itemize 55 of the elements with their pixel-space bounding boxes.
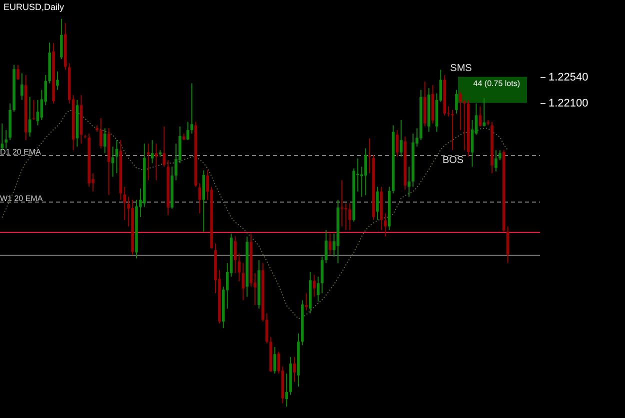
candlestick [344, 202, 348, 230]
candlestick [304, 292, 308, 311]
candlestick [285, 373, 288, 408]
candlestick [162, 126, 166, 168]
candlestick [368, 138, 371, 174]
candlestick [470, 120, 474, 168]
candlestick [273, 346, 276, 374]
candlestick [20, 72, 24, 100]
y-tick-label: 1.22540 [548, 71, 588, 84]
chart-title: EURUSD,Daily [4, 2, 65, 12]
candlestick [455, 89, 458, 114]
candlestick [4, 130, 8, 149]
candlestick [451, 109, 454, 151]
candlestick [190, 82, 194, 134]
candlestick [482, 98, 486, 128]
candlestick [28, 96, 32, 138]
candlestick [242, 262, 245, 301]
candlestick [56, 71, 59, 90]
ref-line-label: W1 20 EMA [0, 194, 44, 204]
candlestick [186, 121, 190, 141]
candlestick [462, 99, 466, 151]
candlestick [494, 150, 498, 172]
candlestick [498, 150, 502, 161]
candlestick [32, 99, 36, 121]
candlestick [293, 356, 296, 382]
line-series [2, 110, 508, 320]
candlestick [234, 236, 237, 274]
candlestick [100, 118, 102, 149]
candlestick [146, 143, 150, 181]
candlestick [384, 212, 387, 237]
candlestick [0, 123, 4, 151]
candlestick [60, 18, 63, 60]
candlestick [150, 140, 154, 164]
candlestick [320, 256, 324, 294]
candlestick [324, 229, 328, 264]
y-tick-label: 1.22100 [548, 97, 588, 110]
band-label: 44 (0.75 lots) [473, 78, 520, 88]
candlestick [123, 186, 126, 220]
candlestick [36, 99, 40, 126]
candlestick [198, 182, 202, 214]
candlestick [408, 166, 410, 198]
annotation: BOS [442, 155, 464, 166]
candlestick [376, 186, 379, 220]
ref-line-label: D1 20 EMA [0, 147, 42, 156]
candlestick [340, 180, 344, 227]
candlestick [364, 148, 367, 196]
candlestick [400, 120, 403, 158]
candlestick [506, 226, 510, 264]
candlestick [328, 233, 332, 256]
annotation: SMS [450, 63, 472, 74]
candlestick [459, 91, 462, 131]
candlestick [16, 64, 20, 80]
candlestick [104, 128, 106, 154]
candlestick [154, 143, 158, 181]
candlestick [316, 276, 320, 302]
